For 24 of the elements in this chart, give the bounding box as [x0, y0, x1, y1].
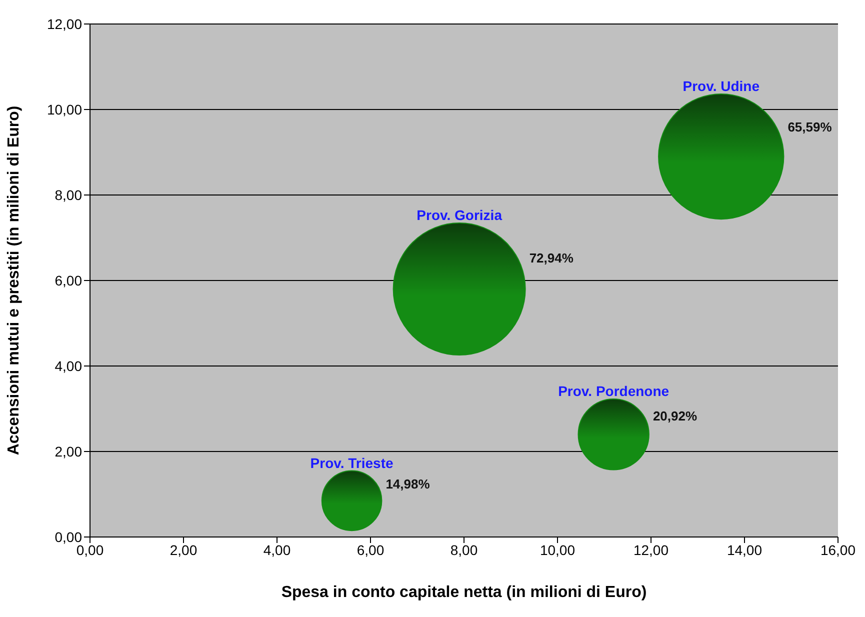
- data-label: 20,92%: [652, 408, 698, 424]
- y-tick-label: 6,00: [54, 272, 82, 288]
- x-tick-label: 12,00: [633, 542, 669, 558]
- series-label: Prov. Trieste: [310, 454, 394, 471]
- data-label: 72,94%: [529, 250, 574, 266]
- x-tick-label: 10,00: [540, 542, 576, 558]
- x-tick-label: 8,00: [450, 542, 478, 558]
- y-tick-label: 2,00: [54, 443, 82, 460]
- data-label: 14,98%: [386, 476, 430, 492]
- y-tick-label: 4,00: [54, 358, 82, 374]
- y-tick-label: 10,00: [46, 101, 82, 118]
- x-tick-label: 14,00: [726, 542, 762, 558]
- series-label: Prov. Pordenone: [558, 383, 670, 400]
- series-label: Prov. Udine: [682, 78, 760, 94]
- x-tick-label: 16,00: [820, 542, 856, 558]
- y-tick-label: 12,00: [46, 16, 82, 32]
- data-label: 65,59%: [788, 119, 832, 134]
- x-tick-label: 2,00: [170, 542, 198, 558]
- y-axis-title: Accensioni mutui e prestiti (in milioni di Euro): [6, 106, 23, 456]
- y-tick-label: 8,00: [54, 186, 82, 203]
- x-axis-title: Spesa in conto capitale netta (in milioni di Euro): [281, 584, 647, 601]
- series-label: Prov. Gorizia: [416, 207, 502, 224]
- x-tick-label: 4,00: [263, 542, 291, 558]
- x-tick-label: 6,00: [356, 542, 384, 558]
